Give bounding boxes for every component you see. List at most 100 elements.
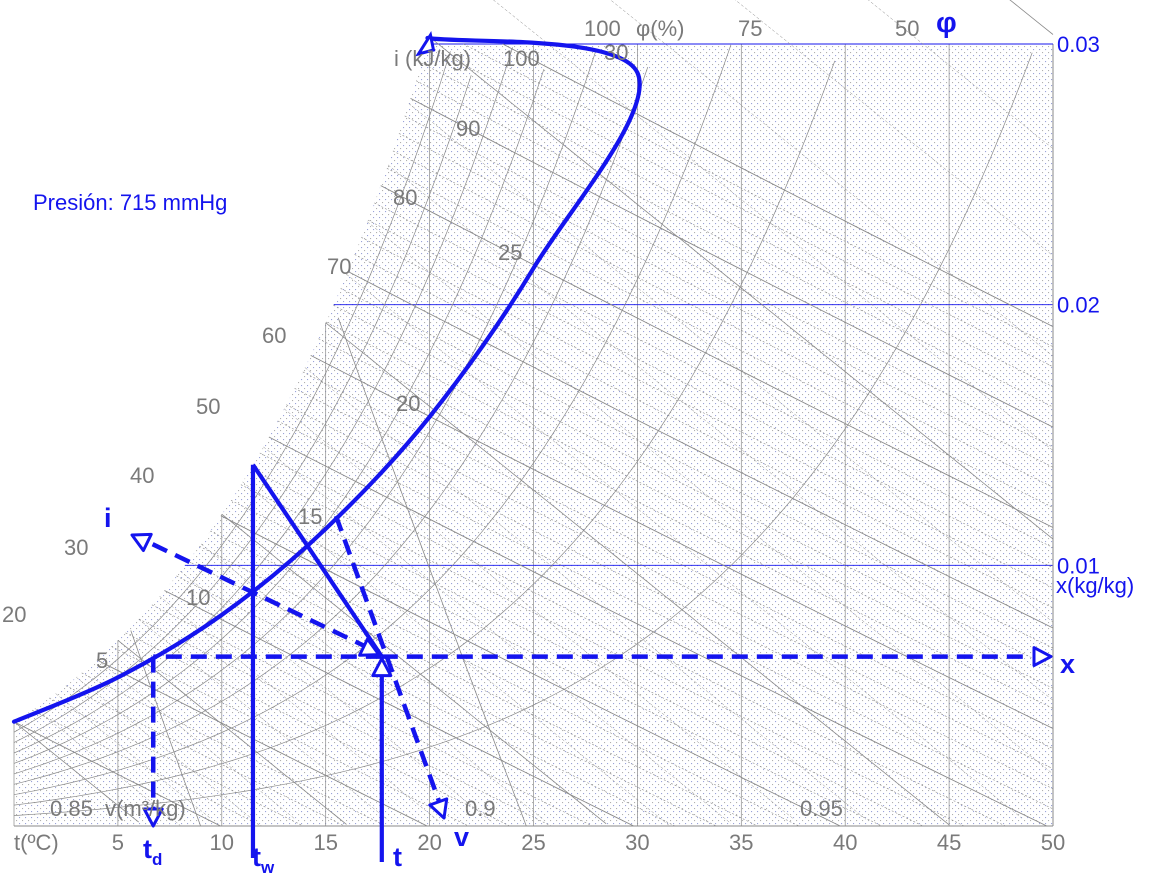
t-tick-label: 35 bbox=[729, 830, 753, 855]
t-arrowhead bbox=[371, 657, 393, 678]
enthalpy-minor-line bbox=[325, 321, 1054, 689]
wet-bulb-minor-line bbox=[493, 0, 1054, 451]
t-tick-label: 30 bbox=[625, 830, 649, 855]
phi-tick-label: 50 bbox=[895, 16, 919, 41]
enthalpy-lines bbox=[13, 43, 1054, 827]
i-arrowhead bbox=[130, 532, 153, 553]
enthalpy-minor-line bbox=[31, 709, 263, 827]
wet-bulb-minor-line bbox=[367, 221, 1054, 775]
wet-bulb-minor-line bbox=[304, 367, 867, 820]
i-tick-label: 20 bbox=[2, 602, 26, 627]
wet-bulb-line bbox=[13, 721, 139, 823]
wet-bulb-line bbox=[325, 322, 950, 826]
v-tick-label: 0.95 bbox=[800, 796, 843, 821]
i-marker-label: i bbox=[104, 503, 112, 533]
i-tick-label: 80 bbox=[393, 185, 417, 210]
i-tick-label: 30 bbox=[64, 535, 88, 560]
wet-bulb-construction bbox=[251, 463, 384, 658]
enthalpy-minor-line bbox=[392, 150, 1054, 488]
td-marker-label: td bbox=[143, 834, 162, 869]
i-tick-label: 40 bbox=[130, 463, 154, 488]
wet-bulb-minor-line bbox=[610, 0, 1054, 357]
tw-tick-label: 5 bbox=[96, 648, 108, 673]
x-tick-label: 0.01 bbox=[1057, 553, 1100, 578]
v-tick-label: 0.85 bbox=[50, 796, 93, 821]
x-arrowhead bbox=[1032, 646, 1053, 668]
humidity-curve bbox=[13, 60, 836, 806]
tw-marker-label: tw bbox=[252, 842, 275, 877]
volume-line bbox=[337, 317, 527, 827]
enthalpy-minor-line bbox=[426, 45, 1054, 368]
enthalpy-minor-line bbox=[415, 80, 1054, 408]
enthalpy-line bbox=[310, 354, 1054, 729]
humidity-curve bbox=[13, 50, 597, 775]
enthalpy-minor-line bbox=[111, 646, 469, 827]
enthalpy-minor-line bbox=[333, 304, 1054, 669]
enthalpy-line bbox=[410, 98, 1054, 428]
tw-tick-label: 25 bbox=[498, 240, 522, 265]
x-axis-label: x(kg/kg) bbox=[1056, 573, 1134, 598]
enthalpy-minor-line bbox=[463, 43, 1054, 347]
enthalpy-minor-line bbox=[210, 530, 800, 827]
enthalpy-line bbox=[164, 590, 634, 827]
x-tick-label: 0.03 bbox=[1057, 32, 1100, 57]
t-tick-label: 20 bbox=[417, 830, 441, 855]
humidity-curve bbox=[13, 69, 545, 764]
t-marker-label: t bbox=[393, 842, 402, 872]
enthalpy-minor-line bbox=[286, 404, 1054, 790]
t-axis-label: t(ºC) bbox=[14, 830, 59, 855]
enthalpy-minor-line bbox=[277, 420, 1054, 810]
enthalpy-projection-line bbox=[145, 538, 371, 651]
wet-bulb-minor-line bbox=[200, 543, 545, 821]
wet-bulb-minor-line bbox=[55, 693, 212, 820]
enthalpy-line bbox=[502, 43, 1054, 328]
t-tick-label: 25 bbox=[521, 830, 545, 855]
volume-projection-line bbox=[333, 515, 443, 805]
enthalpy-minor-line bbox=[361, 237, 1054, 589]
tw-tick-label: 20 bbox=[396, 391, 420, 416]
i-tick-label: 60 bbox=[262, 323, 286, 348]
phi-marker-label: φ bbox=[936, 7, 957, 39]
x-marker-label: x bbox=[1060, 649, 1075, 679]
wet-bulb-minor-line bbox=[408, 103, 1054, 623]
enthalpy-line bbox=[13, 721, 221, 827]
enthalpy-minor-line bbox=[404, 115, 1054, 448]
humidity-curve bbox=[13, 75, 472, 743]
enthalpy-line bbox=[347, 271, 1054, 629]
i-tick-label: 90 bbox=[456, 116, 480, 141]
example-construction bbox=[130, 463, 1053, 862]
v-marker-label: v bbox=[454, 822, 469, 852]
enthalpy-minor-line bbox=[259, 452, 1006, 827]
enthalpy-minor-line bbox=[230, 500, 882, 827]
t-tick-label: 10 bbox=[210, 830, 234, 855]
tw-tick-label: 30 bbox=[604, 40, 628, 65]
humidity-curve bbox=[13, 52, 1033, 816]
wet-bulb-minor-line bbox=[159, 596, 441, 823]
chart-labels: t(ºC) x(kg/kg) i (kJ/kg) φ(%) v(m³/kg) P… bbox=[2, 16, 1134, 855]
i-arrowhead-point bbox=[358, 637, 381, 657]
enthalpy-minor-line bbox=[81, 672, 386, 827]
wet-bulb-minor-line bbox=[180, 571, 493, 823]
wet-bulb-minor-line bbox=[346, 274, 1022, 819]
enthalpy-minor-line bbox=[49, 697, 304, 827]
pressure-label: Presión: 715 mmHg bbox=[33, 190, 227, 215]
i-tick-label: 50 bbox=[196, 394, 220, 419]
humidity-curves bbox=[13, 44, 1033, 816]
v-arrowhead bbox=[428, 797, 449, 820]
wet-bulb-line bbox=[429, 36, 1054, 540]
wet-bulb-lines bbox=[13, 0, 1054, 826]
i-axis-label: i (kJ/kg) bbox=[394, 46, 471, 71]
td-arrowhead bbox=[142, 807, 164, 828]
enthalpy-minor-line bbox=[398, 133, 1054, 468]
v-axis-label: v(m³/kg) bbox=[105, 796, 186, 821]
enthalpy-minor-line bbox=[199, 545, 758, 827]
enthalpy-line bbox=[380, 185, 1054, 528]
t-tick-label: 50 bbox=[1041, 830, 1065, 855]
t-tick-label: 40 bbox=[833, 830, 857, 855]
wet-bulb-minor-line bbox=[263, 446, 732, 824]
enthalpy-line bbox=[268, 436, 1047, 827]
example-markers: i x φ v t td tw bbox=[104, 7, 1075, 877]
wet-bulb-minor-line bbox=[96, 659, 295, 819]
